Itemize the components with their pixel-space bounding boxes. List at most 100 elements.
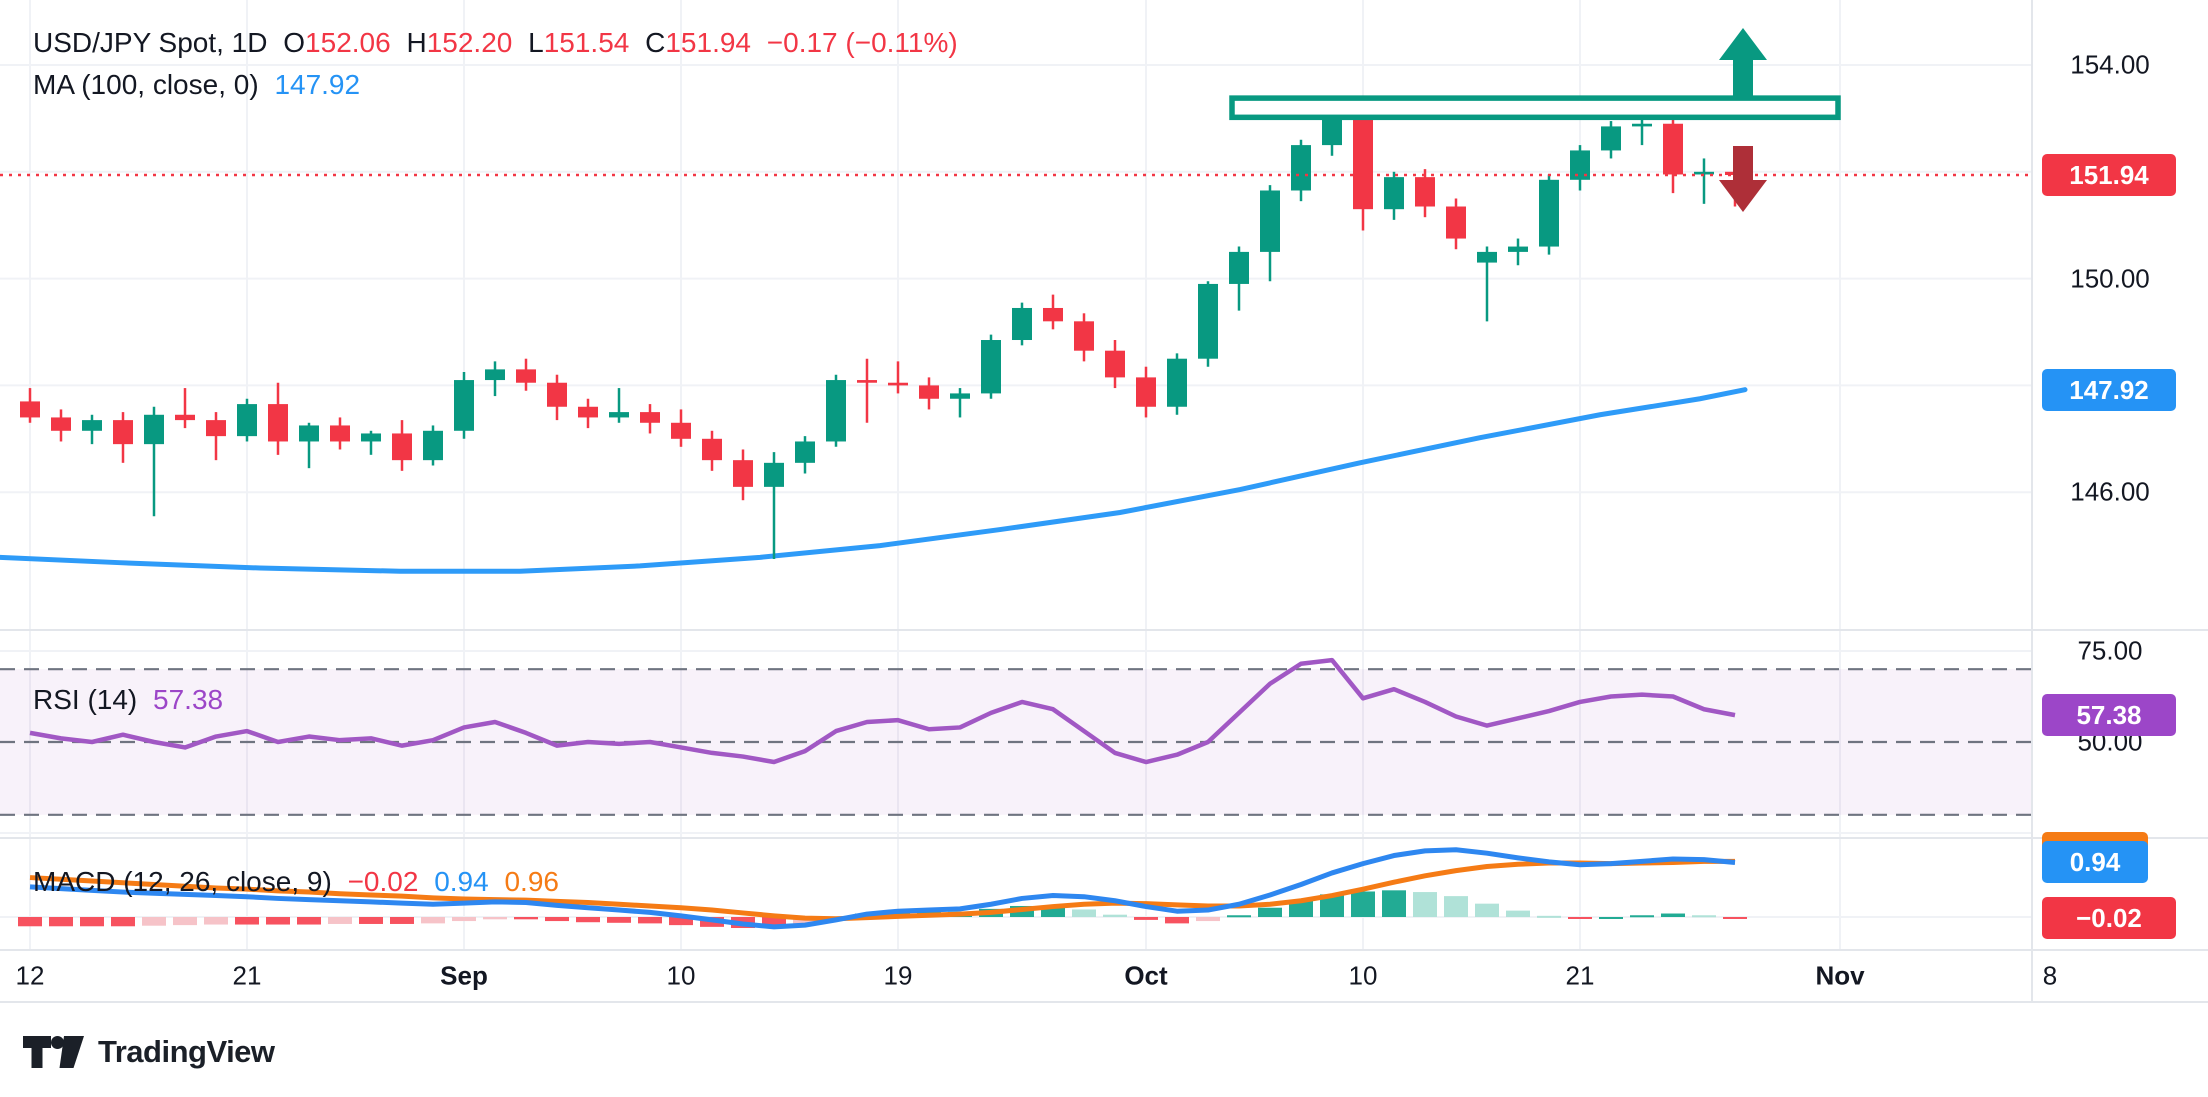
candle-body [175,414,195,421]
ma-legend: MA (100, close, 0) 147.92 [33,69,368,101]
macd-histogram-bar [421,917,445,924]
candle-body [268,404,288,442]
macd-histogram-bar [452,917,476,922]
candle-body [51,417,71,431]
rsi-legend: RSI (14) 57.38 [33,684,231,716]
candle-body [330,425,350,442]
macd-histogram-bar [1165,917,1189,924]
tradingview-wordmark: TradingView [98,1034,275,1069]
symbol-title[interactable]: USD/JPY Spot, 1D [33,27,268,58]
candle-body [1508,246,1528,252]
macd-histogram-bar [173,917,197,926]
macd-label[interactable]: MACD (12, 26, close, 9) [33,866,332,897]
candle-body [1043,307,1063,322]
candle-body [640,412,660,423]
macd-histogram-bar [1475,903,1499,917]
macd-histogram-bar [1444,896,1468,917]
time-axis-label: 19 [883,960,913,991]
macd-histogram-bar [576,917,600,923]
candle-body [1322,115,1342,146]
ma-label[interactable]: MA (100, close, 0) [33,69,259,100]
macd-hist-badge: −0.02 [2042,897,2176,940]
candle-body [826,380,846,442]
candle-body [888,382,908,386]
candle-body [1477,251,1497,263]
macd-histogram-bar [1351,891,1375,917]
macd-histogram-bar [328,917,352,924]
macd-hist-value: −0.02 [347,866,419,897]
time-axis-label: 21 [1565,960,1595,991]
price-axis-label: 154.00 [2070,49,2150,80]
macd-histogram-bar [1537,915,1561,918]
macd-histogram-bar [80,917,104,927]
candle-body [1570,150,1590,180]
macd-histogram-bar [1506,910,1530,917]
chart-canvas[interactable] [0,0,2208,1020]
time-axis-label: 21 [232,960,262,991]
price-axis-label: 150.00 [2070,263,2150,294]
macd-histogram-bar [297,917,321,925]
macd-histogram-bar [669,917,693,926]
main-legend: USD/JPY Spot, 1D O152.06 H152.20 L151.54… [33,27,966,59]
macd-histogram-bar [1382,890,1406,917]
candle-body [1601,126,1621,151]
candle-body [237,404,257,437]
macd-histogram-bar [1289,900,1313,917]
candle-body [392,433,412,461]
macd-histogram-bar [1134,917,1158,920]
time-axis-label: 12 [15,960,45,991]
candle-body [1663,123,1683,175]
rsi-value: 57.38 [153,684,224,715]
macd-histogram-bar [111,917,135,927]
candle-body [516,369,536,383]
rsi-axis-label: 75.00 [2077,635,2143,666]
candle-body [1167,358,1187,407]
macd-line [29,847,1736,930]
macd-histogram-bar [514,917,538,920]
macd-histogram-bar [1072,909,1096,917]
macd-signal-value: 0.96 [504,866,559,897]
open-key: O [283,27,306,58]
ma-value: 147.92 [274,69,361,100]
time-axis-label: 8 [2042,960,2058,991]
macd-line-value: 0.94 [434,866,489,897]
macd-line-badge: 0.94 [2042,841,2148,884]
candle-body [1291,145,1311,191]
candle-body [981,340,1001,394]
close-value: 151.94 [665,27,751,58]
candle-body [919,385,939,399]
low-key: L [528,27,544,58]
low-value: 151.54 [543,27,630,58]
macd-histogram-bar [638,917,662,924]
arrow-up-icon[interactable] [1719,28,1767,96]
candle-body [764,462,784,487]
candle-body [1632,123,1652,127]
macd-histogram-bar [1103,914,1127,917]
open-value: 152.06 [305,27,391,58]
candle-body [82,420,102,431]
macd-legend: MACD (12, 26, close, 9) −0.02 0.94 0.96 [33,866,567,898]
candle-body [578,406,598,418]
macd-histogram-bar [607,917,631,923]
rsi-label[interactable]: RSI (14) [33,684,138,715]
macd-histogram-bar [545,917,569,922]
arrow-down-icon[interactable] [1719,146,1767,212]
time-axis-label: 10 [1348,960,1378,991]
time-axis-label: 10 [666,960,696,991]
price-axis-label: 146.00 [2070,476,2150,507]
high-value: 152.20 [426,27,513,58]
candle-body [950,393,970,399]
ma-value-badge: 147.92 [2042,368,2176,411]
tradingview-logo-icon [23,1035,84,1068]
macd-histogram-bar [49,917,73,927]
candle-body [206,420,226,437]
candle-body [1074,321,1094,351]
change-value: −0.17 (−0.11%) [766,27,958,58]
candle-body [1229,251,1249,284]
resistance-zone[interactable] [1229,95,1841,121]
macd-histogram-bar [1568,917,1592,919]
high-key: H [406,27,427,58]
tradingview-logo[interactable]: TradingView [23,1034,275,1070]
candle-body [113,420,133,445]
